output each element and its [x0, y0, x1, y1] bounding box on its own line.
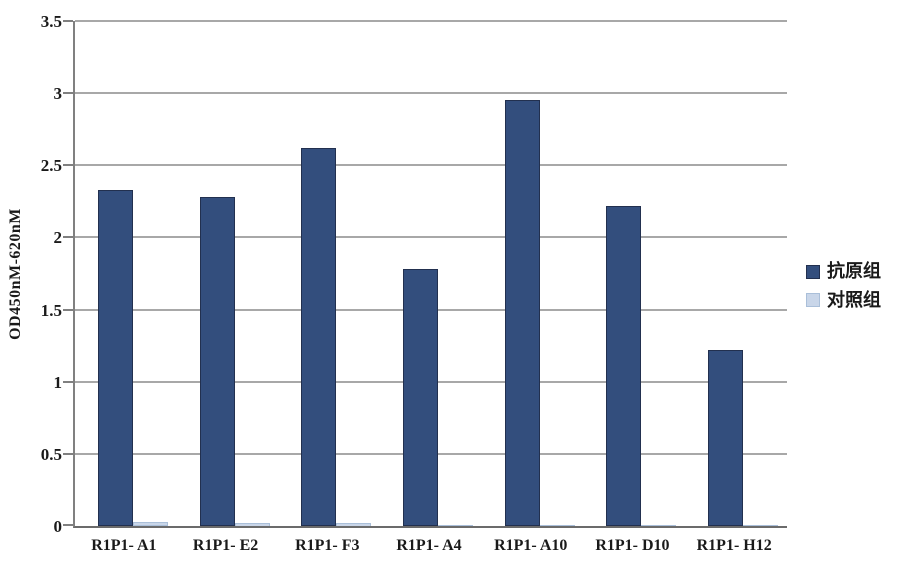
bar-group-R1P1-A10: [489, 21, 591, 526]
gridline-y-2.5: [75, 164, 787, 166]
x-tick-label-R1P1-H12: R1P1- H12: [696, 537, 772, 554]
legend-entry-control: 对照组: [806, 290, 881, 312]
bar-control-R1P1-E2: [234, 523, 270, 526]
bar-group-R1P1-A4: [387, 21, 489, 526]
bar-control-R1P1-A4: [437, 525, 473, 526]
legend-swatch-icon: [806, 264, 820, 279]
bar-group-R1P1-A1: [82, 21, 184, 526]
bar-control-R1P1-F3: [336, 523, 372, 526]
x-tick-label-R1P1-F3: R1P1- F3: [295, 537, 360, 554]
y-axis-title: OD450nM-620nM: [7, 208, 24, 340]
y-tick-mark-1.5: [63, 309, 73, 311]
y-tick-mark-0.5: [63, 453, 73, 455]
y-tick-label-3: 3: [53, 84, 63, 103]
x-tick-label-R1P1-D10: R1P1- D10: [595, 537, 670, 554]
bar-control-R1P1-A10: [539, 525, 575, 526]
y-tick-label-0.5: 0.5: [40, 445, 62, 464]
bar-group-R1P1-H12: [692, 21, 794, 526]
y-tick-label-2.5: 2.5: [40, 156, 62, 175]
legend: 抗原组 对照组: [806, 261, 881, 318]
bar-control-R1P1-D10: [641, 525, 677, 526]
y-tick-mark-2: [63, 236, 73, 238]
y-tick-label-2: 2: [53, 228, 63, 247]
y-tick-label-3.5: 3.5: [40, 12, 62, 31]
bar-group-R1P1-E2: [184, 21, 286, 526]
bar-antigen-R1P1-H12: [708, 350, 744, 526]
gridline-y-3: [75, 92, 787, 94]
y-tick-label-1: 1: [53, 373, 63, 392]
bar-group-R1P1-D10: [591, 21, 693, 526]
y-tick-mark-0: [63, 524, 73, 526]
bar-antigen-R1P1-D10: [606, 206, 642, 526]
x-tick-label-R1P1-A1: R1P1- A1: [91, 537, 157, 554]
bar-antigen-R1P1-A4: [402, 269, 438, 526]
bar-control-R1P1-A1: [132, 522, 168, 526]
y-tick-mark-1: [63, 381, 73, 383]
x-tick-label-R1P1-E2: R1P1- E2: [192, 537, 259, 554]
x-axis-labels: R1P1- A1 R1P1- E2 R1P1- F3 R1P1- A4 R1P1- A1…: [73, 536, 785, 555]
legend-swatch-icon: [806, 293, 820, 308]
y-tick-mark-3.5: [63, 20, 73, 22]
y-tick-mark-3: [63, 92, 73, 94]
legend-label: 对照组: [827, 289, 881, 310]
y-tick-mark-2.5: [63, 164, 73, 166]
bar-antigen-R1P1-A1: [97, 190, 133, 526]
x-tick-label-R1P1-A4: R1P1- A4: [396, 537, 462, 554]
plot-area: [63, 20, 787, 528]
bar-control-R1P1-H12: [743, 525, 779, 526]
gridline-y-2: [75, 236, 787, 238]
x-tick-label-R1P1-A10: R1P1- A10: [494, 537, 568, 554]
bar-antigen-R1P1-F3: [301, 148, 337, 526]
bar-antigen-R1P1-E2: [199, 197, 235, 526]
bar-group-R1P1-F3: [285, 21, 387, 526]
legend-entry-antigen: 抗原组: [806, 261, 881, 283]
gridline-y-3.5: [75, 20, 787, 22]
legend-label: 抗原组: [827, 261, 881, 281]
bar-antigen-R1P1-A10: [504, 100, 540, 526]
y-tick-label-1.5: 1.5: [40, 301, 62, 320]
y-tick-label-0: 0: [53, 517, 63, 536]
